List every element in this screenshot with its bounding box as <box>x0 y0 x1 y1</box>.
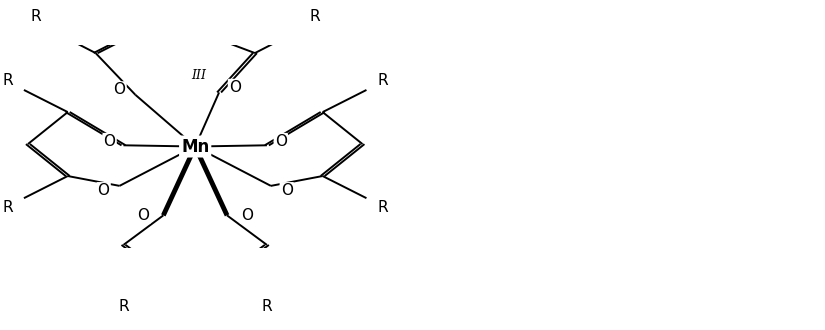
Text: O: O <box>97 183 110 198</box>
Text: O: O <box>229 80 241 95</box>
Text: R: R <box>2 73 13 88</box>
Text: O: O <box>114 82 125 97</box>
Text: R: R <box>309 9 320 24</box>
Text: R: R <box>262 299 272 314</box>
Text: O: O <box>104 134 116 149</box>
Text: R: R <box>2 201 13 215</box>
Text: R: R <box>31 9 41 24</box>
Text: III: III <box>191 69 207 82</box>
Text: O: O <box>280 183 293 198</box>
Text: O: O <box>275 134 287 149</box>
Text: R: R <box>377 73 388 88</box>
Text: O: O <box>241 208 253 223</box>
Text: R: R <box>118 299 129 314</box>
Text: O: O <box>138 208 149 223</box>
Text: Mn: Mn <box>181 138 210 155</box>
Text: R: R <box>377 201 388 215</box>
